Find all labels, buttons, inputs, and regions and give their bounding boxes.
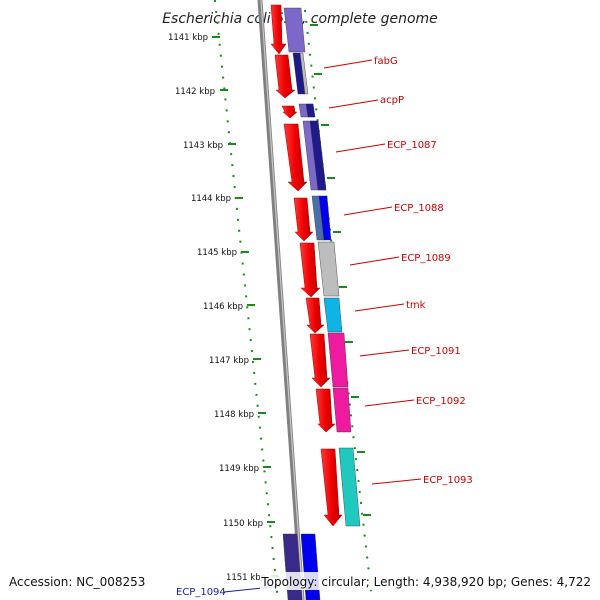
cog-bar-acpP-b <box>305 103 316 118</box>
gene-labels: fabG acpP ECP_1087 ECP_1088 ECP_1089 tmk… <box>176 56 473 598</box>
cog-bar-ECP_1091 <box>327 332 349 388</box>
scale-label-1146: 1146 kbp <box>203 302 243 312</box>
leader-ECP_1088 <box>343 206 393 216</box>
scale-labels: 1141 kbp 1142 kbp 1143 kbp 1144 kbp 1145… <box>168 33 266 583</box>
scale-label-1149: 1149 kbp <box>219 464 259 474</box>
cds-arrow-0 <box>270 4 287 55</box>
topology-text: Topology: circular; Length: 4,938,920 bp… <box>260 575 591 589</box>
gene-label-fabG: fabG <box>374 56 398 67</box>
cds-arrow-fabG <box>274 54 296 99</box>
scale-label-1145: 1145 kbp <box>197 248 237 258</box>
cds-arrow-ECP_1091 <box>309 333 331 388</box>
cds-track <box>270 4 343 527</box>
gene-label-ECP_1093: ECP_1093 <box>423 475 473 486</box>
leader-ECP_1093 <box>371 478 422 485</box>
cog-bar-ECP_1092 <box>332 387 352 433</box>
scale-label-1148: 1148 kbp <box>214 410 254 420</box>
leader-tmk <box>354 303 405 312</box>
cds-arrow-ECP_1093 <box>320 448 343 527</box>
cog-bar-ECP_1094-b <box>300 533 321 600</box>
scale-label-1147: 1147 kbp <box>209 356 249 366</box>
gene-label-ECP_1089: ECP_1089 <box>401 253 451 264</box>
gene-label-ECP_1088: ECP_1088 <box>394 203 444 214</box>
leader-ECP_1091 <box>359 349 410 357</box>
leader-ECP_1092 <box>364 399 415 407</box>
scale-label-1143: 1143 kbp <box>183 141 223 151</box>
scale-label-1151: 1151 kbp <box>226 573 266 583</box>
scale-label-1142: 1142 kbp <box>175 87 215 97</box>
cds-arrow-ECP_1088 <box>293 197 314 242</box>
cds-arrow-ECP_1089 <box>299 242 321 298</box>
cog-bar-ECP_1089 <box>317 241 340 297</box>
gene-label-acpP: acpP <box>380 95 404 106</box>
cog-bar-ECP_1093 <box>338 447 361 527</box>
scale-label-1144: 1144 kbp <box>191 194 231 204</box>
cds-arrow-ECP_1087 <box>283 123 308 192</box>
leader-fabG <box>323 59 373 69</box>
gene-label-tmk: tmk <box>406 300 426 311</box>
cds-arrow-ECP_1092 <box>315 388 336 433</box>
scale-ticks-outer <box>310 24 371 516</box>
gene-label-ECP_1094: ECP_1094 <box>176 587 226 598</box>
cog-bar-0 <box>283 7 306 53</box>
gene-label-ECP_1091: ECP_1091 <box>411 346 461 357</box>
leader-ECP_1087 <box>335 143 386 153</box>
scale-label-1150: 1150 kbp <box>223 519 263 529</box>
cog-bar-tmk <box>323 297 343 333</box>
footer-topology-background <box>260 572 594 590</box>
gene-label-ECP_1092: ECP_1092 <box>416 396 466 407</box>
accession-text: Accession: NC_008253 <box>9 575 145 589</box>
inner-scale-dotted-line <box>214 0 279 600</box>
leader-acpP <box>328 99 379 109</box>
cog-bar-ECP_1088-b <box>318 195 332 241</box>
scale-ticks-inner <box>212 36 279 577</box>
leader-ECP_1089 <box>349 256 400 266</box>
gene-label-ECP_1087: ECP_1087 <box>387 140 437 151</box>
cds-arrow-acpP <box>281 105 298 119</box>
cog-bar-ECP_1087-b <box>309 120 327 191</box>
cog-bar-fabG-b <box>299 52 309 95</box>
cds-arrow-tmk <box>305 297 325 334</box>
backbone-highlight <box>260 0 304 600</box>
backbone-line <box>257 0 305 600</box>
scale-label-1141: 1141 kbp <box>168 33 208 43</box>
